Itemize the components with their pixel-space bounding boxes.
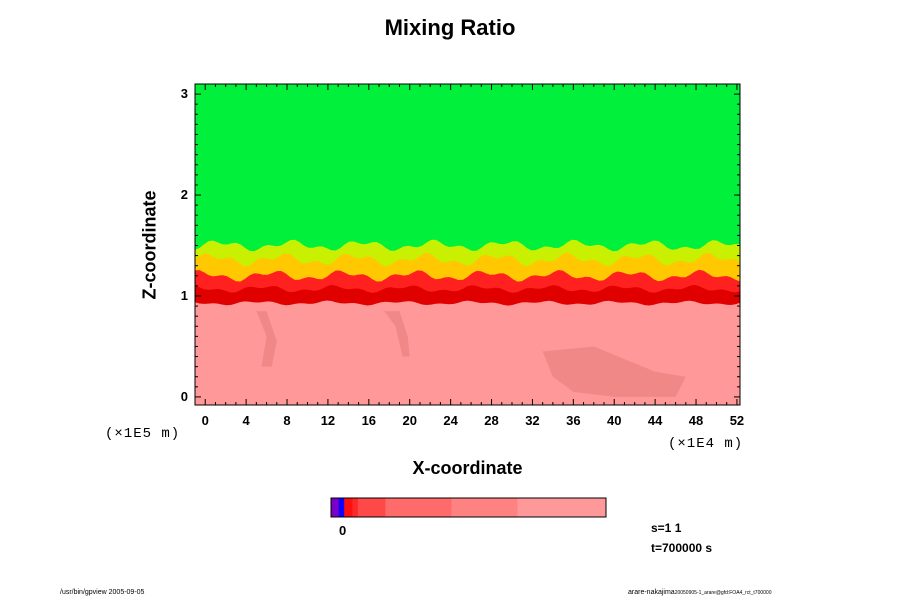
x-tick-label: 44 bbox=[647, 413, 663, 428]
colorbar-segment bbox=[517, 498, 607, 517]
x-tick-label: 32 bbox=[525, 413, 540, 428]
colorbar-segment bbox=[331, 498, 340, 517]
x-tick-label: 40 bbox=[606, 413, 622, 428]
y-tick-label: 1 bbox=[180, 287, 188, 303]
colorbar-segment bbox=[385, 498, 452, 517]
colorbar-segment bbox=[344, 498, 353, 517]
x-tick-label: 36 bbox=[566, 413, 581, 428]
y-tick-label: 0 bbox=[180, 388, 188, 404]
x-tick-label: 52 bbox=[729, 413, 745, 428]
x-tick-label: 8 bbox=[283, 413, 291, 428]
plume-feature bbox=[384, 311, 410, 357]
x-tick-label: 24 bbox=[443, 413, 458, 428]
colorbar bbox=[330, 497, 607, 518]
x-axis-label: X-coordinate bbox=[412, 458, 523, 478]
plume-feature bbox=[256, 311, 277, 367]
x-tick-label: 12 bbox=[320, 413, 336, 428]
colorbar-segment bbox=[338, 498, 345, 517]
colorbar-tick-label: 0 bbox=[339, 523, 347, 538]
colorbar-segment bbox=[357, 498, 386, 517]
x-tick-label: 20 bbox=[402, 413, 417, 428]
footer-right-file: 20050905-1_arare@gfd:FOA4_rct_t700000 bbox=[674, 590, 772, 596]
t-label: t=700000 s bbox=[651, 541, 713, 555]
footer-right-user: arare-nakajima bbox=[628, 589, 675, 596]
plot-frame bbox=[194, 83, 741, 406]
axis-ticks bbox=[195, 84, 740, 405]
x-tick-label: 4 bbox=[242, 413, 250, 428]
footer-right: arare-nakajima20050905-1_arare@gfd:FOA4_… bbox=[628, 589, 772, 596]
y-tick-label: 2 bbox=[180, 187, 188, 203]
colorbar-segment bbox=[352, 498, 359, 517]
x-tick-label: 16 bbox=[361, 413, 377, 428]
x-axis-unit: (×1E4 m) bbox=[668, 436, 744, 452]
x-tick-label: 28 bbox=[484, 413, 499, 428]
x-tick-label: 48 bbox=[688, 413, 704, 428]
y-tick-label: 3 bbox=[180, 86, 188, 102]
plume-feature bbox=[542, 346, 686, 397]
colorbar-frame bbox=[330, 497, 607, 518]
x-tick-label: 0 bbox=[201, 413, 209, 428]
colorbar-segment bbox=[451, 498, 518, 517]
chart-title: Mixing Ratio bbox=[384, 15, 516, 40]
y-axis-unit: (×1E5 m) bbox=[105, 426, 181, 442]
footer-left: /usr/bin/gpview 2005-09-05 bbox=[60, 589, 145, 596]
s-label: s=1 1 bbox=[651, 521, 682, 535]
